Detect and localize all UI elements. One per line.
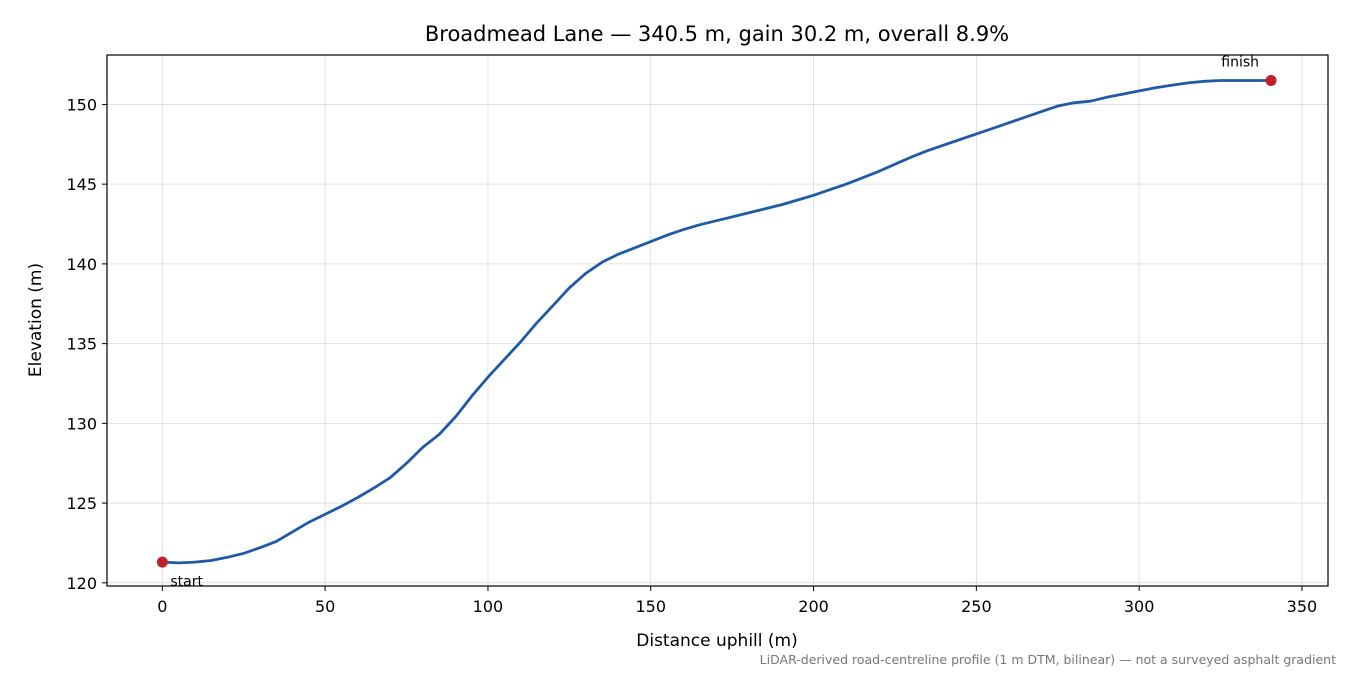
start-marker <box>156 556 168 568</box>
y-tick-label: 125 <box>66 494 97 513</box>
elevation-profile-line <box>160 79 1273 565</box>
x-tick-label: 250 <box>961 597 992 616</box>
x-axis-label: Distance uphill (m) <box>636 631 797 651</box>
x-tick-label: 350 <box>1287 597 1318 616</box>
y-tick-label: 140 <box>66 255 97 274</box>
y-tick-label: 130 <box>66 414 97 433</box>
y-tick-label: 145 <box>66 175 97 194</box>
x-tick-label: 300 <box>1124 597 1155 616</box>
x-tick-label: 150 <box>635 597 666 616</box>
finish-label: finish <box>1221 55 1259 71</box>
finish-marker <box>1265 75 1277 87</box>
start-label: start <box>170 574 203 590</box>
chart-title: Broadmead Lane — 340.5 m, gain 30.2 m, o… <box>425 22 1009 46</box>
grid-lines <box>107 55 1328 586</box>
x-tick-label: 200 <box>798 597 829 616</box>
plot-frame <box>106 54 1329 587</box>
y-tick-label: 135 <box>66 335 97 354</box>
footnote: LiDAR-derived road-centreline profile (1… <box>760 652 1336 667</box>
axis-ticks: 0 50 100 150 200 250 300 350 120 125 130 135 140 145 1… <box>66 95 1317 616</box>
x-tick-label: 100 <box>473 597 504 616</box>
x-tick-label: 50 <box>315 597 335 616</box>
y-tick-label: 150 <box>66 95 97 114</box>
x-tick-label: 0 <box>157 597 167 616</box>
y-tick-label: 120 <box>66 574 97 593</box>
y-axis-label: Elevation (m) <box>26 263 46 377</box>
